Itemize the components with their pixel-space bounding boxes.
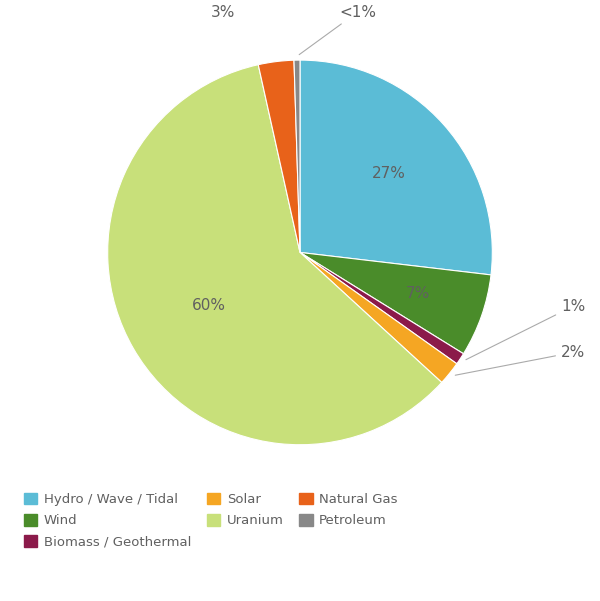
Text: 1%: 1%	[466, 299, 585, 359]
Text: 27%: 27%	[372, 166, 406, 181]
Text: 7%: 7%	[406, 286, 430, 301]
Text: 60%: 60%	[191, 298, 226, 313]
Wedge shape	[294, 60, 300, 252]
Wedge shape	[300, 252, 463, 364]
Wedge shape	[300, 252, 457, 382]
Legend: Hydro / Wave / Tidal, Wind, Biomass / Geothermal, Solar, Uranium, Natural Gas, P: Hydro / Wave / Tidal, Wind, Biomass / Ge…	[19, 487, 403, 554]
Wedge shape	[300, 60, 493, 275]
Text: 3%: 3%	[211, 5, 235, 19]
Wedge shape	[258, 60, 300, 252]
Wedge shape	[300, 252, 491, 354]
Text: 2%: 2%	[455, 345, 585, 375]
Text: <1%: <1%	[299, 5, 376, 55]
Wedge shape	[107, 65, 442, 445]
